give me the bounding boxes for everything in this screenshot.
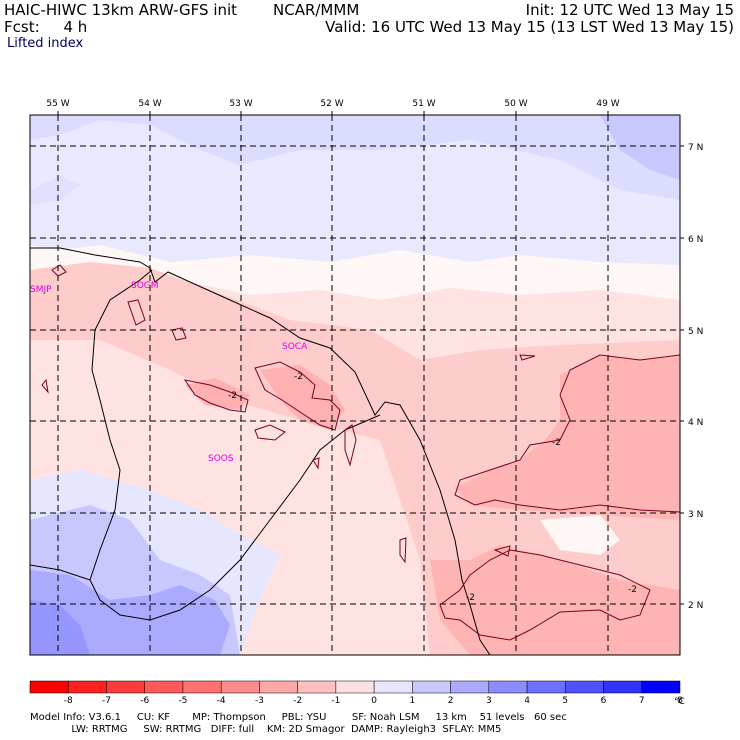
colorbar-swatch <box>182 680 222 694</box>
org-label: NCAR/MMM <box>273 1 360 19</box>
graticule <box>30 115 680 655</box>
field-name: Lifted index <box>7 36 84 51</box>
longitude-labels: 55 W 54 W 53 W 52 W 51 W 50 W 49 W <box>46 99 619 109</box>
lon-label: 53 W <box>229 99 252 109</box>
colorbar-tick-label: -4 <box>217 696 226 706</box>
station-soos: SOOS <box>208 454 234 464</box>
colorbar-swatch <box>412 680 451 694</box>
colorbar-swatch <box>29 680 69 694</box>
colorbar-swatch <box>603 680 643 694</box>
model-info-line1: Model Info: V3.6.1 CU: KF MP: Thompson P… <box>30 712 567 723</box>
colorbar-tick-label: -7 <box>102 696 111 706</box>
colorbar-unit: °C <box>674 697 685 707</box>
station-soca: SOCA <box>282 342 308 352</box>
lat-label: 2 N <box>688 601 703 611</box>
colorbar-swatch <box>488 680 528 694</box>
colorbar-swatch <box>373 680 413 694</box>
lon-label: 52 W <box>320 99 343 109</box>
lat-label: 6 N <box>688 235 703 245</box>
colorbar-tick-label: 8 <box>677 696 683 706</box>
station-smjp: SMJP <box>30 285 52 295</box>
colorbar-tick-label: 3 <box>486 696 492 706</box>
map-frame <box>29 114 681 656</box>
lat-label: 5 N <box>688 327 703 337</box>
latitude-labels: 7 N 6 N 5 N 4 N 3 N 2 N <box>688 143 703 611</box>
colorbar-tick-label: 4 <box>524 696 530 706</box>
contour-label: -2 <box>628 585 637 595</box>
lon-label: 55 W <box>46 99 69 109</box>
valid-time: Valid: 16 UTC Wed 13 May 15 (13 LST Wed … <box>325 18 734 36</box>
contour-labels: -2 -2 -2 -2 -2 <box>228 372 637 603</box>
colorbar-tick-label: -5 <box>178 696 187 706</box>
lat-label: 7 N <box>688 143 703 153</box>
colorbar-swatch <box>297 680 337 694</box>
lon-label: 49 W <box>596 99 619 109</box>
init-time: Init: 12 UTC Wed 13 May 15 <box>525 1 734 19</box>
colorbar-tick-label: 1 <box>409 696 415 706</box>
lifted-index-field <box>30 115 680 655</box>
station-labels: SMJP SOGM SOCA SOOS <box>30 281 308 464</box>
colorbar-swatch <box>565 680 604 694</box>
lon-label: 50 W <box>504 99 527 109</box>
colorbar-tick-label: 6 <box>601 696 607 706</box>
colorbar-tick-label: 5 <box>562 696 568 706</box>
forecast-hour: Fcst: 4 h <box>4 18 88 36</box>
colorbar-swatch <box>144 680 184 694</box>
colorbar-tick-label: 2 <box>448 696 454 706</box>
model-info-line2: LW: RRTMG SW: RRTMG DIFF: full KM: 2D Sm… <box>30 724 502 735</box>
tick-marks <box>57 111 684 605</box>
contour-minus2 <box>41 264 680 641</box>
colorbar-tick-label: -2 <box>293 696 302 706</box>
colorbar-tick-label: -6 <box>140 696 149 706</box>
model-title: HAIC-HIWC 13km ARW-GFS init <box>4 1 238 19</box>
contour-label: -2 <box>552 438 561 448</box>
colorbar-swatch <box>67 680 107 694</box>
contour-label: -2 <box>228 391 237 401</box>
contour-label: -2 <box>294 372 303 382</box>
colorbar-swatch <box>641 680 681 694</box>
lat-label: 3 N <box>688 510 703 520</box>
lon-label: 54 W <box>138 99 161 109</box>
lat-label: 4 N <box>688 418 703 428</box>
colorbar-swatch <box>220 680 260 694</box>
colorbar-swatch <box>335 680 375 694</box>
colorbar-swatch <box>526 680 566 694</box>
colorbar-swatch <box>450 680 490 694</box>
lon-label: 51 W <box>412 99 435 109</box>
colorbar-swatch <box>259 680 298 694</box>
colorbar-tick-label: -8 <box>64 696 73 706</box>
color-bar: -8 -7 -6 -5 -4 -3 -2 -1 0 1 2 3 4 5 6 7 8 <box>29 680 683 706</box>
colorbar-tick-label: 7 <box>639 696 645 706</box>
colorbar-tick-label: -1 <box>331 696 340 706</box>
colorbar-tick-label: 0 <box>371 696 377 706</box>
colorbar-swatch <box>106 680 145 694</box>
colorbar-tick-label: -3 <box>255 696 264 706</box>
coastline-and-borders <box>30 247 491 655</box>
contour-label: -2 <box>466 593 475 603</box>
station-sogm: SOGM <box>131 281 159 291</box>
